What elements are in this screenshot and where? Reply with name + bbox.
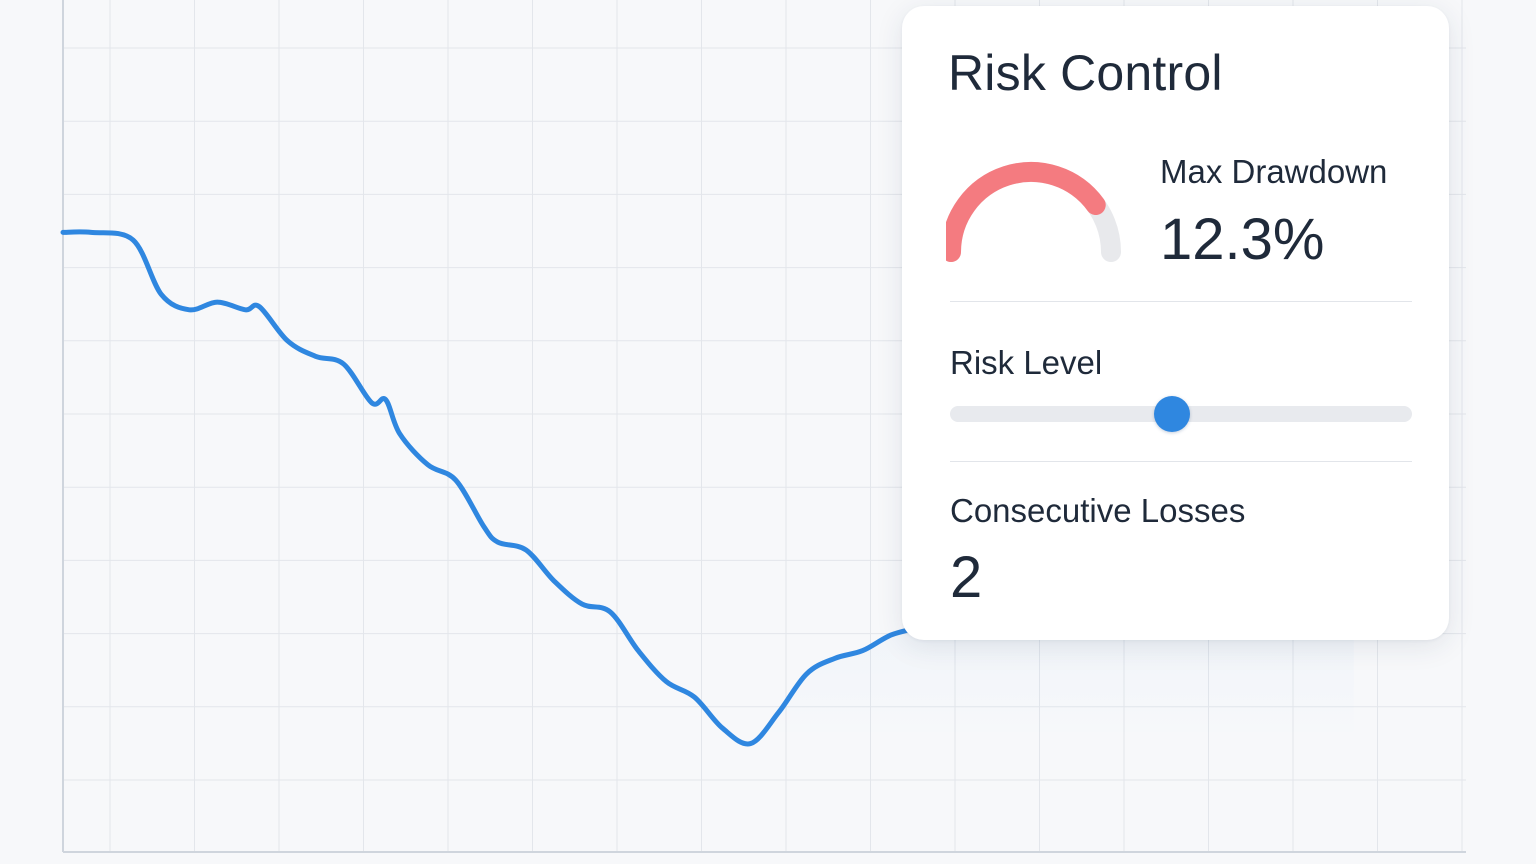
divider	[950, 461, 1412, 462]
risk-control-panel: Risk Control Max Drawdown 12.3% Risk Lev…	[902, 6, 1449, 640]
gauge-fill	[946, 162, 1106, 262]
panel-title: Risk Control	[948, 45, 1223, 101]
drawdown-gauge	[946, 162, 1121, 262]
risk-level-slider[interactable]	[950, 396, 1412, 432]
max-drawdown-label: Max Drawdown	[1160, 153, 1388, 190]
risk-level-label: Risk Level	[950, 344, 1103, 381]
divider	[950, 301, 1412, 302]
risk-level-slider-thumb[interactable]	[1153, 396, 1190, 432]
max-drawdown-value: 12.3%	[1160, 207, 1325, 272]
consecutive-losses-label: Consecutive Losses	[950, 492, 1246, 529]
consecutive-losses-value: 2	[950, 545, 983, 610]
